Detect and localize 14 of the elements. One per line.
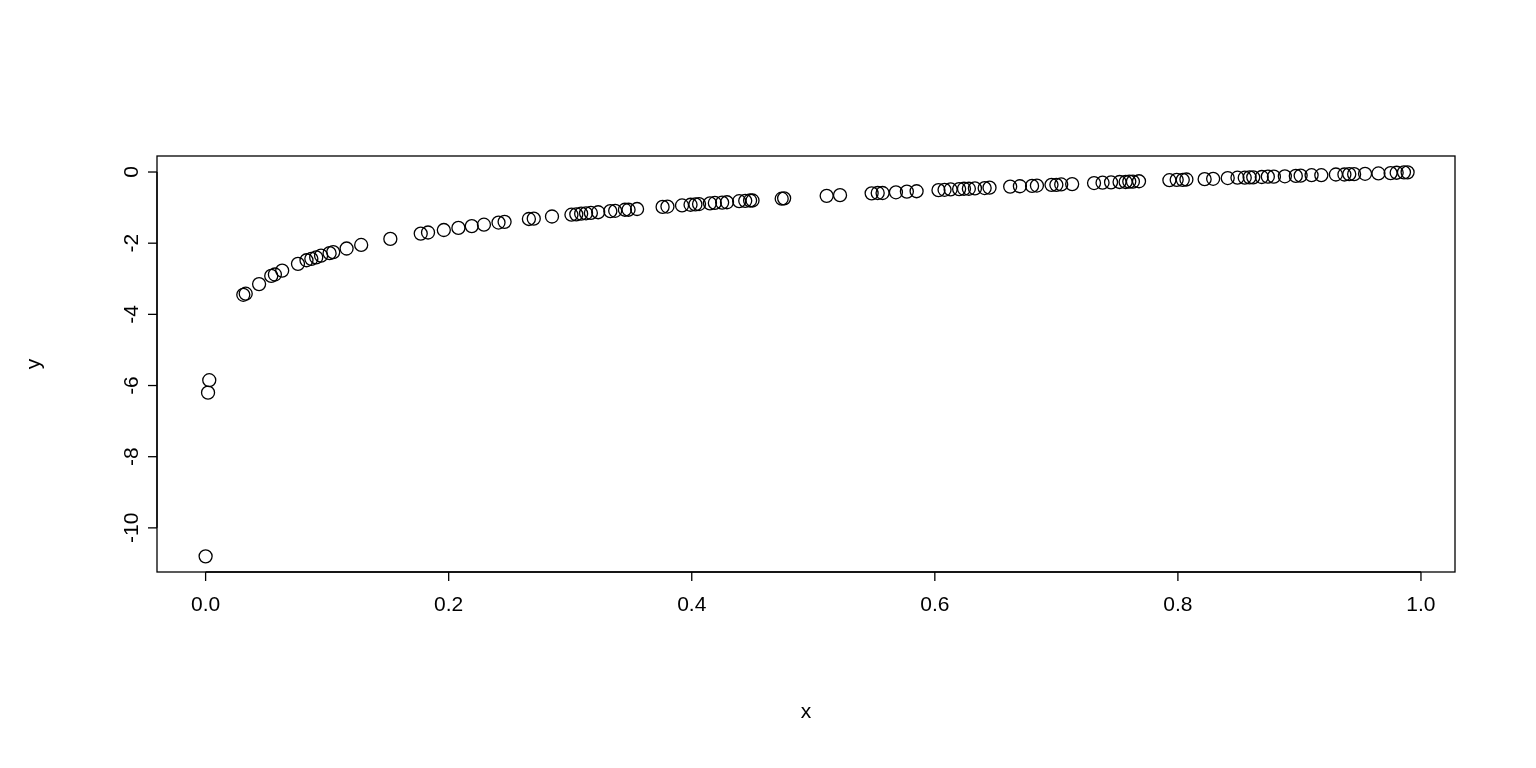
- x-tick-label: 1.0: [1406, 592, 1436, 615]
- y-tick-label: -6: [119, 376, 142, 395]
- y-tick-label: 0: [119, 166, 142, 178]
- x-axis-title: x: [800, 699, 812, 722]
- y-tick-label: -8: [119, 447, 142, 467]
- x-tick-label: 0.4: [677, 592, 707, 615]
- x-tick-label: 0.2: [434, 592, 464, 615]
- x-tick-label: 0.0: [191, 592, 221, 615]
- y-tick-label: -2: [119, 233, 142, 253]
- y-tick-label: -4: [119, 304, 142, 324]
- y-axis-title: y: [21, 358, 44, 370]
- x-tick-label: 0.6: [920, 592, 950, 615]
- y-tick-label: -10: [119, 512, 142, 544]
- x-tick-label: 0.8: [1163, 592, 1193, 615]
